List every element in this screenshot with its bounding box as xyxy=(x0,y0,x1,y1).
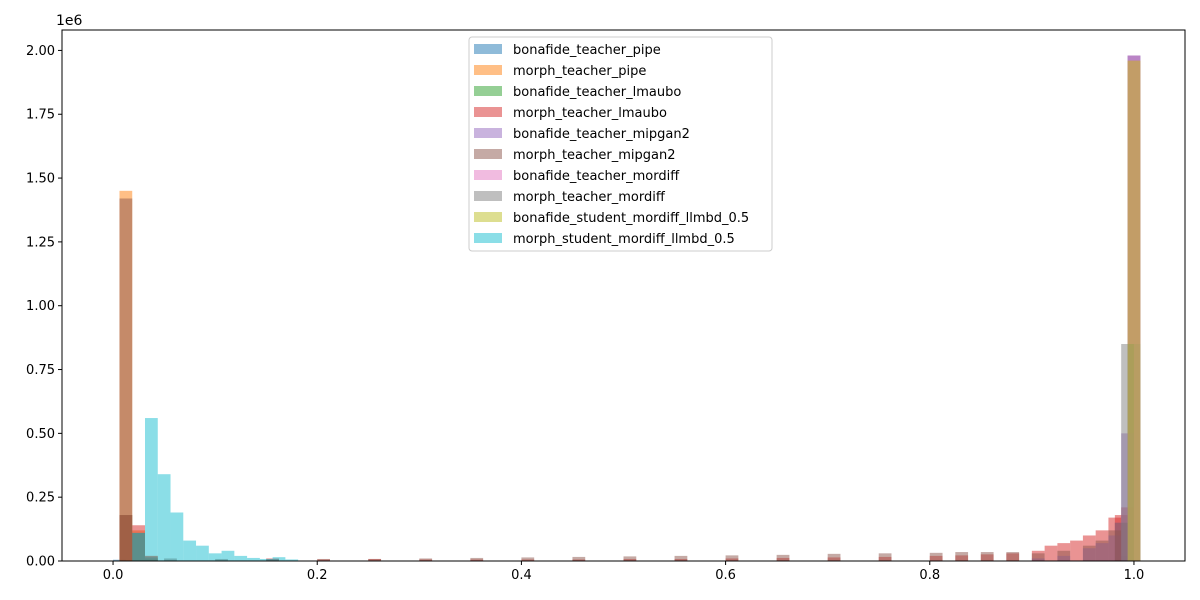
y-tick-label: 1.25 xyxy=(26,235,55,250)
histogram-bar xyxy=(170,512,184,561)
series-5 xyxy=(119,198,1128,562)
legend-swatch xyxy=(474,86,502,96)
y-tick-label: 1.75 xyxy=(26,108,55,123)
series-2 xyxy=(119,344,1141,561)
histogram-bar xyxy=(1095,540,1109,561)
histogram-bar xyxy=(521,557,535,561)
legend-swatch xyxy=(474,191,502,201)
legend-swatch xyxy=(474,170,502,180)
plot-frame xyxy=(61,29,1186,562)
legend-label: morph_teacher_mipgan2 xyxy=(513,148,676,163)
x-tick-label: 0.6 xyxy=(715,568,736,583)
histogram-bar xyxy=(196,545,209,561)
legend-label: morph_teacher_mordiff xyxy=(513,190,666,205)
histogram-bar xyxy=(955,552,969,561)
legend-box xyxy=(468,36,773,252)
histogram-bar xyxy=(776,554,790,561)
histogram-bar xyxy=(419,558,433,561)
legend-label: bonafide_student_mordiff_llmbd_0.5 xyxy=(513,211,749,226)
legend: bonafide_teacher_pipe morph_teacher_pipeb… xyxy=(468,36,773,252)
histogram-bars xyxy=(113,55,1141,562)
histogram-bar xyxy=(1031,553,1045,561)
legend-label: bonafide_teacher_mordiff xyxy=(513,169,680,184)
legend-swatch xyxy=(474,107,502,117)
histogram-bar xyxy=(208,553,222,561)
histogram-bar xyxy=(113,559,126,561)
histogram-bar xyxy=(285,559,299,561)
histogram-bar xyxy=(623,556,637,561)
histogram-bar xyxy=(1127,60,1141,561)
y-tick-label: 0.00 xyxy=(26,555,55,570)
histogram-bar xyxy=(572,556,586,561)
histogram-bar xyxy=(157,474,171,561)
histogram-bar xyxy=(980,552,994,561)
histogram-bar xyxy=(929,552,943,561)
histogram-bar xyxy=(132,532,145,561)
histogram-bar xyxy=(827,553,841,561)
x-tick-label: 0.4 xyxy=(511,568,532,583)
y-axis: 0.00 0.25 0.50 0.75 1.00 1.25 1.50 1.75 2.00 xyxy=(26,44,62,570)
histogram-bar xyxy=(234,555,248,561)
histogram-bar xyxy=(247,557,260,561)
histogram-bar xyxy=(259,558,273,561)
histogram-bar xyxy=(725,555,739,561)
legend-label: morph_teacher_pipe xyxy=(513,64,646,79)
legend-swatch xyxy=(474,128,502,138)
x-tick-label: 0.2 xyxy=(307,568,328,583)
histogram-bar xyxy=(1006,552,1020,561)
legend-label: morph_teacher_lmaubo xyxy=(513,106,667,121)
legend-swatch xyxy=(474,44,502,54)
x-tick-label: 0.8 xyxy=(919,568,940,583)
y-tick-label: 1.50 xyxy=(26,172,55,187)
histogram-bar xyxy=(221,550,235,561)
histogram-bar xyxy=(470,557,484,561)
x-tick-label: 0.0 xyxy=(103,568,124,583)
legend-swatch xyxy=(474,212,502,222)
y-tick-label: 0.25 xyxy=(26,491,55,506)
legend-swatch xyxy=(474,149,502,159)
series-8 xyxy=(1127,60,1141,561)
histogram-bar xyxy=(878,553,892,561)
legend-label: bonafide_teacher_lmaubo xyxy=(513,85,681,100)
histogram-bar xyxy=(1082,545,1096,561)
histogram-bar xyxy=(1044,545,1058,561)
x-axis: 0.0 0.2 0.4 0.6 0.8 1.0 xyxy=(103,561,1145,583)
y-tick-label: 1.00 xyxy=(26,299,55,314)
legend-label: morph_student_mordiff_llmbd_0.5 xyxy=(513,232,735,247)
histogram-bar xyxy=(1070,540,1083,561)
series-9 xyxy=(132,418,299,561)
legend-label: bonafide_teacher_mipgan2 xyxy=(513,127,690,142)
histogram-bar xyxy=(674,555,688,561)
legend-swatch xyxy=(474,65,502,75)
legend-swatch xyxy=(474,233,502,243)
x-tick-label: 1.0 xyxy=(1124,568,1145,583)
y-axis-multiplier: 1e6 xyxy=(56,13,83,29)
histogram-bar xyxy=(1057,550,1071,561)
legend-label: bonafide_teacher_pipe xyxy=(513,43,661,58)
histogram-bar xyxy=(145,418,158,561)
histogram-bar xyxy=(183,540,197,561)
y-tick-label: 2.00 xyxy=(26,44,55,59)
histogram-bar xyxy=(272,557,286,561)
y-tick-label: 0.50 xyxy=(26,427,55,442)
histogram-bar xyxy=(368,558,382,561)
histogram-bar xyxy=(317,558,330,561)
y-tick-label: 0.75 xyxy=(26,363,55,378)
histogram-bar xyxy=(119,198,133,562)
